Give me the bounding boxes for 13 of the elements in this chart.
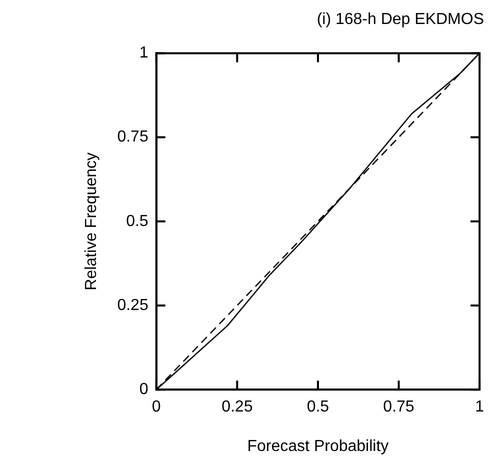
y-tick-label: 0 bbox=[139, 381, 148, 398]
y-tick-label: 1 bbox=[139, 44, 148, 62]
y-axis-title: Relative Frequency bbox=[83, 152, 100, 290]
y-tick-label: 0.75 bbox=[117, 128, 148, 146]
y-tick-label: 0.25 bbox=[117, 296, 148, 314]
y-tick-label: 0.5 bbox=[126, 212, 148, 230]
x-tick-label: 0.25 bbox=[222, 398, 253, 416]
x-tick-label: 1 bbox=[475, 398, 484, 416]
chart-title: (i) 168-h Dep EKDMOS bbox=[316, 11, 484, 28]
x-tick-label: 0 bbox=[152, 398, 161, 416]
x-tick-label: 0.5 bbox=[306, 398, 330, 416]
x-axis-title: Forecast Probability bbox=[247, 438, 389, 455]
x-tick-label: 0.75 bbox=[383, 398, 414, 416]
